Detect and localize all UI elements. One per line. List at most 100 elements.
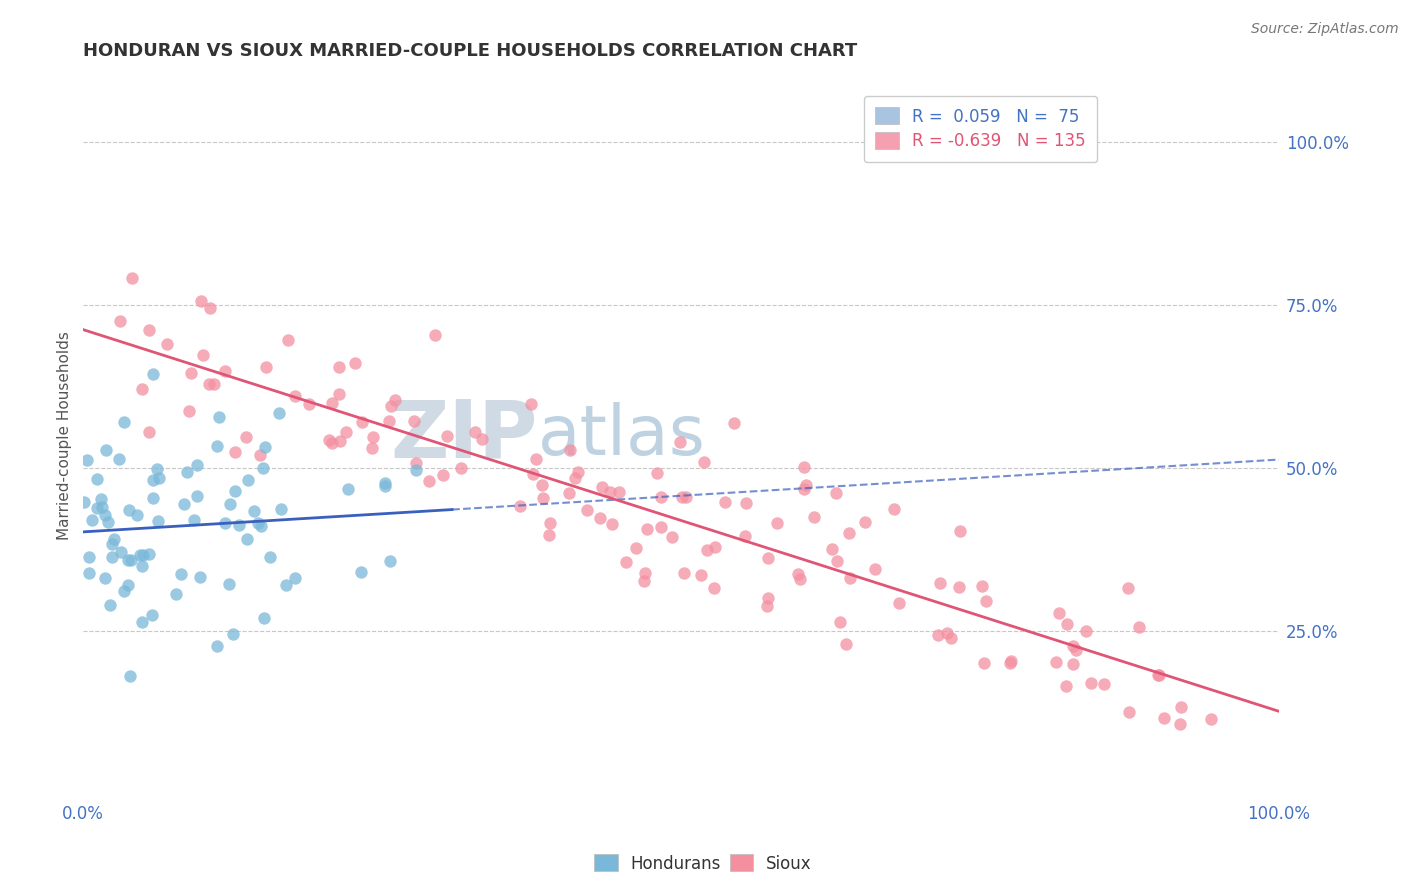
Point: [274, 578, 297, 592]
Point: [374, 475, 396, 490]
Point: [112, 415, 135, 429]
Point: [222, 626, 245, 640]
Point: [1074, 624, 1097, 638]
Point: [1080, 675, 1102, 690]
Text: atlas: atlas: [537, 401, 706, 468]
Point: [405, 456, 427, 470]
Point: [321, 395, 343, 409]
Point: [127, 508, 149, 522]
Point: [939, 631, 962, 645]
Point: [86, 501, 108, 516]
Point: [522, 467, 544, 482]
Point: [693, 455, 716, 469]
Point: [200, 301, 222, 316]
Point: [176, 465, 198, 479]
Point: [531, 477, 554, 491]
Point: [90, 491, 112, 506]
Point: [207, 639, 229, 653]
Point: [94, 508, 117, 522]
Point: [828, 615, 851, 630]
Point: [1116, 582, 1139, 596]
Point: [509, 500, 531, 514]
Point: [464, 425, 486, 440]
Point: [1147, 668, 1170, 682]
Point: [177, 403, 200, 417]
Point: [76, 453, 98, 467]
Point: [418, 474, 440, 488]
Point: [96, 443, 118, 458]
Point: [1056, 617, 1078, 632]
Point: [734, 495, 756, 509]
Point: [131, 559, 153, 574]
Point: [1147, 668, 1170, 682]
Point: [1118, 705, 1140, 719]
Point: [236, 473, 259, 487]
Point: [668, 435, 690, 450]
Y-axis label: Married-couple Households: Married-couple Households: [58, 331, 72, 540]
Point: [373, 479, 395, 493]
Point: [689, 568, 711, 582]
Point: [132, 548, 155, 562]
Point: [820, 541, 842, 556]
Point: [328, 387, 350, 401]
Point: [259, 549, 281, 564]
Point: [131, 382, 153, 396]
Point: [789, 572, 811, 586]
Point: [235, 429, 257, 443]
Point: [624, 541, 647, 556]
Point: [270, 501, 292, 516]
Point: [277, 333, 299, 347]
Point: [252, 460, 274, 475]
Point: [138, 425, 160, 439]
Point: [112, 584, 135, 599]
Point: [1045, 655, 1067, 669]
Point: [110, 544, 132, 558]
Point: [863, 562, 886, 576]
Point: [202, 376, 225, 391]
Point: [98, 599, 121, 613]
Point: [883, 502, 905, 516]
Point: [703, 581, 725, 595]
Point: [855, 515, 877, 529]
Legend: Hondurans, Sioux: Hondurans, Sioux: [588, 847, 818, 880]
Point: [118, 503, 141, 517]
Point: [117, 552, 139, 566]
Point: [756, 599, 779, 614]
Point: [839, 571, 862, 585]
Point: [803, 510, 825, 524]
Point: [838, 526, 860, 541]
Point: [602, 517, 624, 532]
Point: [405, 463, 427, 477]
Point: [193, 348, 215, 362]
Point: [661, 530, 683, 544]
Point: [607, 485, 630, 500]
Point: [214, 516, 236, 530]
Point: [321, 436, 343, 450]
Point: [329, 434, 352, 448]
Point: [218, 497, 240, 511]
Point: [100, 550, 122, 565]
Point: [73, 494, 96, 508]
Point: [108, 314, 131, 328]
Point: [180, 366, 202, 380]
Point: [77, 550, 100, 565]
Point: [671, 490, 693, 504]
Point: [121, 271, 143, 285]
Point: [249, 519, 271, 533]
Point: [672, 566, 695, 581]
Point: [243, 504, 266, 518]
Point: [188, 569, 211, 583]
Point: [1047, 606, 1070, 620]
Point: [186, 489, 208, 503]
Point: [794, 477, 817, 491]
Point: [540, 516, 562, 530]
Point: [253, 610, 276, 624]
Point: [228, 517, 250, 532]
Point: [675, 490, 697, 504]
Point: [948, 580, 970, 594]
Point: [142, 367, 165, 381]
Point: [148, 471, 170, 485]
Point: [138, 323, 160, 337]
Point: [363, 429, 385, 443]
Point: [567, 466, 589, 480]
